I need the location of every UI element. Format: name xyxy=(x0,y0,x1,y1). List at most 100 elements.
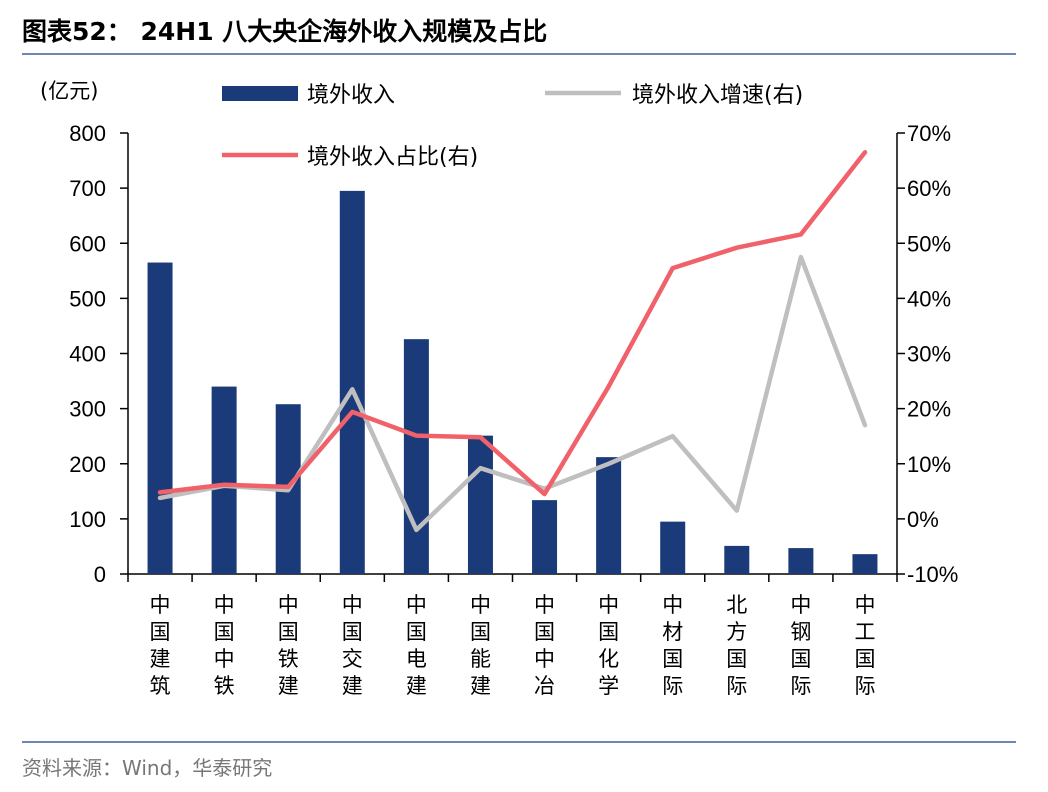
left-tick-label: 300 xyxy=(69,397,106,422)
category-label-char: 际 xyxy=(790,674,811,698)
category-label-char: 中 xyxy=(534,593,555,617)
legend-label: 境外收入 xyxy=(307,83,395,108)
category-label-char: 中 xyxy=(214,647,235,671)
category-label-char: 中 xyxy=(470,593,491,617)
category-label-char: 中 xyxy=(342,593,363,617)
category-label-char: 冶 xyxy=(534,674,555,698)
category-label-char: 际 xyxy=(662,674,683,698)
category-label-char: 国 xyxy=(662,647,683,671)
legend-label: 境外收入占比(右) xyxy=(307,145,478,170)
category-label: 中国化学 xyxy=(598,593,619,698)
category-label-char: 国 xyxy=(278,620,299,644)
category-label: 中工国际 xyxy=(854,593,875,698)
category-label-char: 际 xyxy=(854,674,875,698)
category-label: 中钢国际 xyxy=(790,593,811,698)
left-tick-label: 0 xyxy=(94,562,106,587)
category-label-char: 国 xyxy=(598,620,619,644)
bar xyxy=(532,500,558,574)
category-label-char: 铁 xyxy=(214,674,235,698)
category-label-char: 中 xyxy=(214,593,235,617)
growth-line xyxy=(157,254,868,533)
right-tick-label: 10% xyxy=(907,452,951,477)
bar xyxy=(403,339,429,574)
category-label-char: 方 xyxy=(726,620,747,644)
category-label-char: 建 xyxy=(470,674,491,698)
category-label-char: 建 xyxy=(342,674,363,698)
category-label-char: 电 xyxy=(406,647,427,671)
category-label-char: 建 xyxy=(406,674,427,698)
right-tick-label: -10% xyxy=(907,562,958,587)
left-axis-unit-label: (亿元) xyxy=(40,79,98,103)
chart-title: 图表52： 24H1 八大央企海外收入规模及占比 xyxy=(22,17,548,46)
bar xyxy=(211,386,237,574)
left-tick-label: 400 xyxy=(69,342,106,367)
category-label: 中国铁建 xyxy=(278,593,299,698)
bar xyxy=(852,554,878,574)
category-label-char: 能 xyxy=(470,647,491,671)
category-label-char: 中 xyxy=(854,593,875,617)
category-label-char: 际 xyxy=(726,674,747,698)
right-tick-label: 40% xyxy=(907,286,951,311)
category-label-char: 中 xyxy=(790,593,811,617)
bar xyxy=(788,548,814,574)
right-tick-label: 60% xyxy=(907,176,951,201)
legend-label: 境外收入增速(右) xyxy=(632,83,803,108)
right-tick-label: 30% xyxy=(907,342,951,367)
category-label-char: 中 xyxy=(598,593,619,617)
category-label: 中国建筑 xyxy=(150,593,171,698)
line-series xyxy=(157,150,868,533)
legend: 境外收入 境外收入增速(右) 境外收入占比(右) xyxy=(222,83,803,170)
bar xyxy=(660,521,686,574)
right-tick-label: 0% xyxy=(907,507,939,532)
category-label-char: 国 xyxy=(534,620,555,644)
category-label-char: 铁 xyxy=(278,647,299,671)
category-label: 中国能建 xyxy=(470,593,491,698)
left-tick-label: 200 xyxy=(69,452,106,477)
share-line xyxy=(157,150,868,497)
category-label-char: 交 xyxy=(342,647,363,671)
bar xyxy=(467,435,493,574)
left-tick-label: 500 xyxy=(69,286,106,311)
category-label: 中国交建 xyxy=(342,593,363,698)
category-label-char: 中 xyxy=(150,593,171,617)
left-tick-label: 800 xyxy=(69,121,106,146)
category-label-char: 国 xyxy=(790,647,811,671)
category-label-char: 国 xyxy=(150,620,171,644)
category-label-char: 国 xyxy=(470,620,491,644)
axes: 0 100 200 300 400 500 600 700 800 (亿元) -10% 0% 10% 20… xyxy=(40,79,958,698)
category-label: 中国中铁 xyxy=(214,593,235,698)
right-tick-label: 70% xyxy=(907,121,951,146)
right-tick-label: 20% xyxy=(907,397,951,422)
category-label-char: 中 xyxy=(406,593,427,617)
category-label-char: 建 xyxy=(150,647,171,671)
category-label-char: 材 xyxy=(662,620,683,644)
legend-swatch-bar xyxy=(222,86,298,101)
bar xyxy=(339,190,365,574)
category-label-char: 化 xyxy=(598,647,619,671)
category-label-char: 钢 xyxy=(790,620,811,644)
category-label: 中材国际 xyxy=(662,593,683,698)
category-label-char: 筑 xyxy=(150,674,171,698)
source-note: 资料来源：Wind，华泰研究 xyxy=(22,756,273,780)
category-label: 北方国际 xyxy=(726,593,747,698)
footer-divider xyxy=(22,741,1016,743)
right-tick-label: 50% xyxy=(907,231,951,256)
category-label: 中国电建 xyxy=(406,593,427,698)
bar xyxy=(147,262,173,574)
category-label-char: 学 xyxy=(598,674,619,698)
category-label-char: 中 xyxy=(278,593,299,617)
category-label-char: 国 xyxy=(342,620,363,644)
category-label-char: 中 xyxy=(534,647,555,671)
category-label-char: 国 xyxy=(854,647,875,671)
title-divider xyxy=(22,53,1016,55)
category-label-char: 国 xyxy=(214,620,235,644)
bar xyxy=(596,457,622,574)
category-label-char: 建 xyxy=(278,674,299,698)
category-label-char: 工 xyxy=(854,620,875,644)
left-tick-label: 600 xyxy=(69,231,106,256)
category-label-char: 北 xyxy=(726,593,747,617)
category-label-char: 国 xyxy=(406,620,427,644)
category-label-char: 中 xyxy=(662,593,683,617)
bar xyxy=(724,545,750,574)
